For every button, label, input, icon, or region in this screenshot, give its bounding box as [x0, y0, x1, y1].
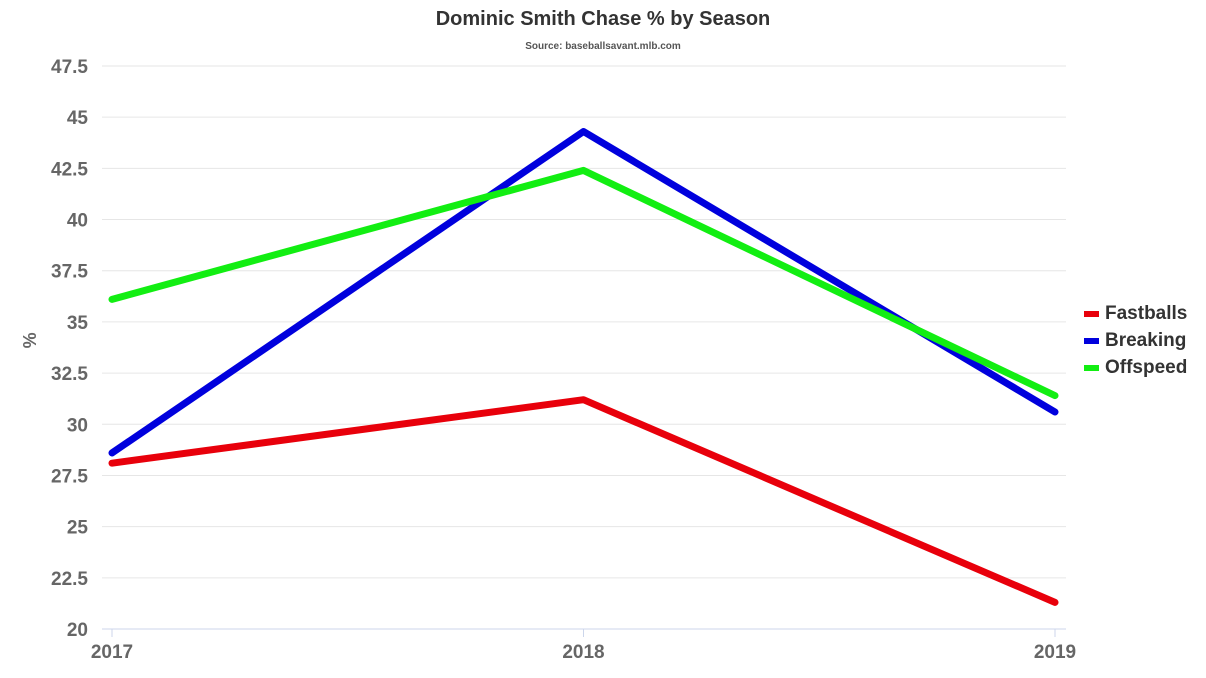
- x-tick-label: 2018: [562, 642, 604, 663]
- y-tick-label: 32.5: [51, 364, 88, 385]
- y-axis-ticks: 20 22.5 25 27.5 30 32.5 35 37.5 40 42.5 45 47.5: [51, 57, 88, 641]
- y-tick-label: 42.5: [51, 159, 88, 180]
- y-tick-label: 22.5: [51, 569, 88, 590]
- series-line-breaking: [108, 128, 1059, 457]
- legend-label: Offspeed: [1105, 356, 1188, 378]
- gridlines: [102, 65, 1066, 630]
- chart-title: Dominic Smith Chase % by Season: [435, 8, 771, 30]
- legend-label: Fastballs: [1105, 302, 1188, 324]
- y-tick-label: 30: [67, 415, 88, 436]
- x-axis-ticks: 2017 2018 2019: [91, 629, 1076, 663]
- legend-swatch: [1084, 337, 1099, 344]
- series-line-fastballs: [108, 396, 1059, 606]
- legend-item-fastballs[interactable]: Fastballs: [1084, 300, 1187, 327]
- legend-label: Breaking: [1105, 329, 1187, 351]
- y-tick-label: 47.5: [51, 57, 88, 78]
- y-tick-label: 37.5: [51, 262, 88, 283]
- y-tick-label: 20: [67, 620, 88, 641]
- x-tick-label: 2019: [1034, 642, 1076, 663]
- y-axis-title: %: [20, 332, 40, 348]
- legend-swatch: [1084, 364, 1099, 371]
- y-tick-label: 25: [67, 518, 89, 539]
- y-tick-label: 27.5: [51, 466, 88, 487]
- y-tick-label: 35: [67, 313, 89, 334]
- legend-item-offspeed[interactable]: Offspeed: [1084, 354, 1187, 381]
- y-tick-label: 45: [67, 108, 89, 129]
- x-tick-label: 2017: [91, 642, 133, 663]
- y-tick-label: 40: [67, 211, 88, 232]
- chart-legend: Fastballs Breaking Offspeed: [1084, 300, 1187, 381]
- legend-swatch: [1084, 310, 1099, 317]
- legend-item-breaking[interactable]: Breaking: [1084, 327, 1187, 354]
- series-lines: [108, 128, 1059, 606]
- series-line-offspeed: [108, 166, 1059, 400]
- chart-subtitle: Source: baseballsavant.mlb.com: [525, 41, 681, 52]
